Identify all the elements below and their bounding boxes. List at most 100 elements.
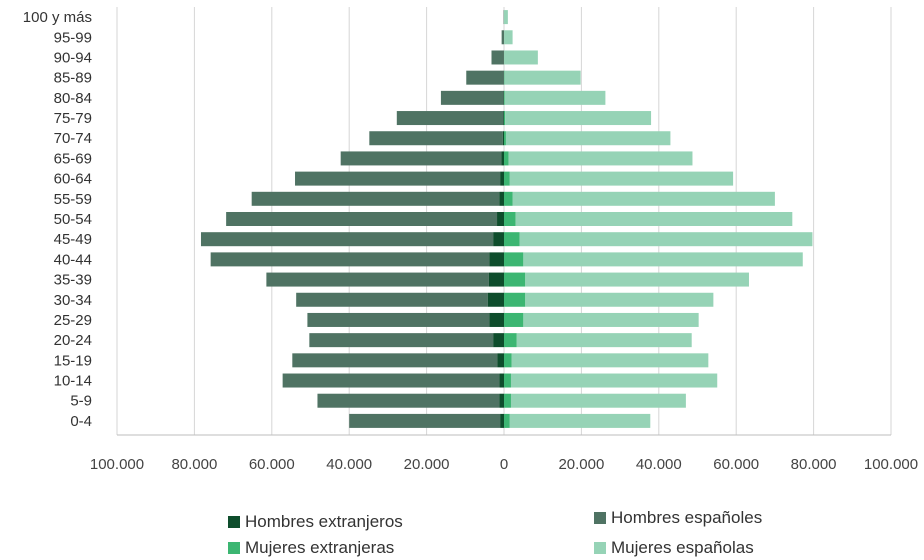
bar-mujeres-extranjeras xyxy=(504,191,513,206)
bar-hombres-espanoles xyxy=(466,70,504,85)
bar-mujeres-espanolas xyxy=(525,272,749,287)
y-tick-label: 65-69 xyxy=(54,150,92,167)
bar-hombres-espanoles xyxy=(210,252,490,267)
x-tick-label: 60.000 xyxy=(713,456,759,473)
bar-mujeres-espanolas xyxy=(504,10,508,25)
bar-hombres-espanoles xyxy=(292,353,498,368)
bar-hombres-extranjeros xyxy=(497,353,504,368)
bar-mujeres-extranjeras xyxy=(504,393,511,408)
y-tick-label: 35-39 xyxy=(54,272,92,289)
bar-hombres-extranjeros xyxy=(497,212,504,226)
x-tick-label: 60.000 xyxy=(249,456,295,473)
bar-mujeres-espanolas xyxy=(509,413,651,428)
bar-mujeres-espanolas xyxy=(511,353,709,368)
bar-hombres-extranjeros xyxy=(503,111,504,126)
bar-hombres-espanoles xyxy=(307,312,490,327)
y-tick-label: 50-54 xyxy=(54,211,92,228)
x-tick-label: 0 xyxy=(500,456,508,473)
y-tick-label: 90-94 xyxy=(54,49,92,66)
bar-mujeres-espanolas xyxy=(516,333,692,348)
bar-mujeres-espanolas xyxy=(509,171,734,186)
bar-hombres-extranjeros xyxy=(501,151,504,166)
bar-hombres-extranjeros xyxy=(489,312,504,327)
x-tick-label: 40.000 xyxy=(636,456,682,473)
bar-mujeres-espanolas xyxy=(504,50,538,65)
bar-hombres-extranjeros xyxy=(500,413,504,428)
bar-mujeres-espanolas xyxy=(510,393,686,408)
bar-mujeres-espanolas xyxy=(515,212,793,226)
bar-mujeres-espanolas xyxy=(512,191,775,206)
bar-hombres-espanoles xyxy=(396,111,504,126)
bar-mujeres-extranjeras xyxy=(504,111,506,126)
x-tick-label: 40.000 xyxy=(326,456,372,473)
y-tick-label: 10-14 xyxy=(54,373,92,390)
bar-mujeres-espanolas xyxy=(504,90,606,105)
bar-mujeres-extranjeras xyxy=(504,272,526,287)
bar-mujeres-extranjeras xyxy=(504,292,526,307)
bar-hombres-espanoles xyxy=(296,292,488,307)
x-tick-label: 80.000 xyxy=(791,456,837,473)
bar-mujeres-extranjeras xyxy=(504,90,505,105)
bars xyxy=(200,10,813,428)
bar-mujeres-espanolas xyxy=(508,151,693,166)
y-tick-label: 85-89 xyxy=(54,70,92,87)
x-tick-label: 20.000 xyxy=(404,456,450,473)
bar-mujeres-espanolas xyxy=(505,111,652,126)
bar-mujeres-extranjeras xyxy=(504,353,512,368)
bar-mujeres-extranjeras xyxy=(504,212,516,226)
y-tick-label: 15-19 xyxy=(54,352,92,369)
y-tick-label: 95-99 xyxy=(54,29,92,46)
bar-mujeres-espanolas xyxy=(504,30,513,45)
bar-mujeres-extranjeras xyxy=(504,131,506,146)
bar-hombres-espanoles xyxy=(491,50,504,65)
x-tick-label: 20.000 xyxy=(558,456,604,473)
bar-hombres-espanoles xyxy=(317,393,500,408)
x-tick-label: 100.000 xyxy=(90,456,144,473)
bar-hombres-extranjeros xyxy=(499,393,504,408)
bar-hombres-extranjeros xyxy=(499,191,504,206)
bar-hombres-espanoles xyxy=(340,151,502,166)
y-tick-labels: 0-4 5-9 10-14 15-19 20-24 25-29 30-34 35-39 40-4… xyxy=(23,9,92,430)
bar-hombres-espanoles xyxy=(251,191,500,206)
bar-hombres-extranjeros xyxy=(493,232,504,247)
bar-hombres-espanoles xyxy=(226,212,498,226)
bar-hombres-extranjeros xyxy=(489,252,504,267)
y-tick-label: 100 y más xyxy=(23,9,92,26)
y-tick-label: 60-64 xyxy=(54,171,92,188)
bar-hombres-espanoles xyxy=(266,272,489,287)
bar-hombres-extranjeros xyxy=(488,272,504,287)
bar-hombres-espanoles xyxy=(309,333,494,348)
bar-hombres-extranjeros xyxy=(499,373,504,388)
bar-mujeres-extranjeras xyxy=(504,413,510,428)
bar-mujeres-extranjeras xyxy=(504,232,520,247)
y-tick-label: 55-59 xyxy=(54,191,92,208)
y-tick-label: 40-44 xyxy=(54,251,92,268)
bar-hombres-espanoles xyxy=(501,30,504,45)
y-tick-label: 30-34 xyxy=(54,292,92,309)
y-tick-label: 25-29 xyxy=(54,312,92,329)
bar-hombres-espanoles xyxy=(349,413,501,428)
bar-mujeres-extranjeras xyxy=(504,312,524,327)
bar-mujeres-extranjeras xyxy=(504,373,511,388)
bar-hombres-extranjeros xyxy=(502,131,504,146)
bar-hombres-espanoles xyxy=(440,90,504,105)
bar-hombres-extranjeros xyxy=(493,333,504,348)
x-tick-label: 100.000 xyxy=(864,456,918,473)
bar-hombres-espanoles xyxy=(200,232,494,247)
y-tick-label: 80-84 xyxy=(54,90,92,107)
bar-mujeres-espanolas xyxy=(504,70,581,85)
bar-mujeres-extranjeras xyxy=(504,151,509,166)
bar-hombres-espanoles xyxy=(295,171,501,186)
bar-mujeres-espanolas xyxy=(510,373,718,388)
bar-mujeres-extranjeras xyxy=(504,333,517,348)
bar-hombres-extranjeros xyxy=(487,292,504,307)
y-tick-label: 45-49 xyxy=(54,231,92,248)
bar-hombres-espanoles xyxy=(282,373,500,388)
bar-mujeres-espanolas xyxy=(519,232,813,247)
bar-mujeres-espanolas xyxy=(523,312,699,327)
y-tick-label: 0-4 xyxy=(70,413,92,430)
x-tick-label: 80.000 xyxy=(171,456,217,473)
bar-hombres-extranjeros xyxy=(500,171,504,186)
x-tick-labels: 100.000 80.000 60.000 40.000 20.000 0 20.000 40… xyxy=(90,456,918,473)
